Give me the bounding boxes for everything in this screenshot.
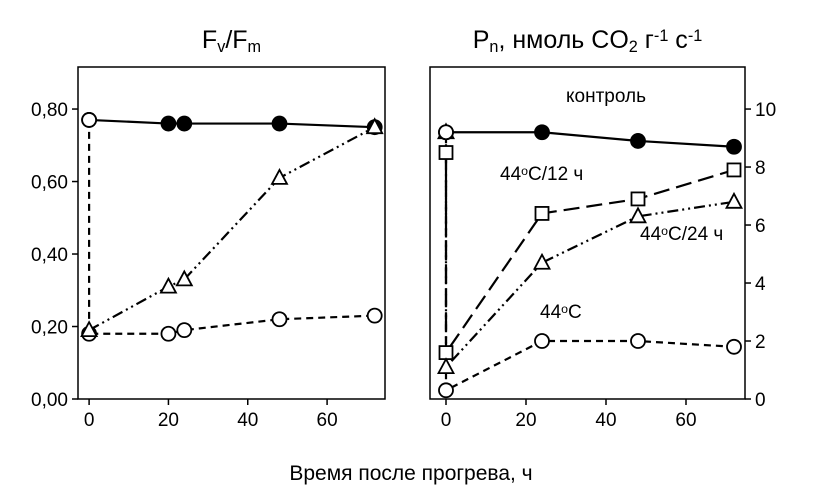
y-tick-label: 0,20 <box>31 318 68 339</box>
plot-frame <box>77 66 386 400</box>
marker <box>271 115 288 132</box>
text-part: C/24 ч <box>668 224 723 245</box>
x-tick-label: 60 <box>317 410 338 431</box>
marker <box>534 124 550 141</box>
series-line <box>88 119 375 335</box>
text-part: v <box>217 38 226 56</box>
y-tick-label: 0,80 <box>31 100 68 121</box>
text-part: -1 <box>654 27 668 45</box>
series-line <box>88 126 376 332</box>
text-part: m <box>248 38 262 56</box>
y-tick-label: 0,00 <box>31 390 68 411</box>
y-tick-label: 4 <box>755 274 766 295</box>
marker <box>534 333 550 349</box>
text-part: o <box>521 164 528 178</box>
marker <box>726 338 742 355</box>
marker <box>80 320 99 338</box>
y-tick-label: 0,40 <box>31 245 68 266</box>
text-part: /F <box>225 26 247 54</box>
marker <box>436 357 456 375</box>
x-tick-label: 0 <box>84 410 95 431</box>
marker <box>630 191 646 207</box>
text-part: C/12 ч <box>528 164 583 185</box>
annotation: 44oC/24 ч <box>640 224 723 245</box>
text-part: o <box>661 224 668 238</box>
marker <box>438 345 454 361</box>
text-part: контроль <box>566 86 646 107</box>
x-tick-label: 40 <box>237 410 258 431</box>
x-tick-label: 20 <box>158 410 179 431</box>
marker <box>176 322 193 339</box>
series-line <box>89 118 375 129</box>
marker <box>160 115 177 132</box>
marker <box>271 311 288 328</box>
x-tick-label: 60 <box>675 410 696 431</box>
marker <box>438 124 454 141</box>
marker <box>630 333 646 349</box>
marker <box>534 206 550 221</box>
marker <box>726 138 742 155</box>
text-part: , нмоль CO <box>498 26 628 54</box>
marker <box>160 325 177 342</box>
marker <box>365 117 384 135</box>
series-line <box>444 132 735 370</box>
marker <box>81 112 98 128</box>
annotation: 44oC/12 ч <box>500 164 583 185</box>
text-part: o <box>561 302 568 316</box>
chart-title: Fv/Fm <box>202 26 261 56</box>
marker <box>630 133 646 149</box>
series-line <box>444 132 735 393</box>
marker <box>438 145 454 160</box>
x-tick-label: 0 <box>441 410 452 431</box>
marker <box>159 276 178 294</box>
series-line <box>446 131 735 148</box>
y-tick-label: 10 <box>755 100 776 121</box>
annotation: контроль <box>566 86 646 107</box>
x-axis-label: Время после прогрева, ч <box>289 462 532 485</box>
y-tick-label: 2 <box>755 332 766 353</box>
marker <box>366 307 383 324</box>
y-tick-label: 0,60 <box>31 173 68 194</box>
plot-frame <box>429 66 746 400</box>
text-part: г <box>638 26 654 54</box>
y-tick-label: 6 <box>755 216 766 237</box>
marker <box>176 115 193 132</box>
y-tick-label: 8 <box>755 158 766 179</box>
text-part: 44 <box>540 302 562 323</box>
text-part: 44 <box>500 164 522 185</box>
marker <box>175 269 194 287</box>
text-part: с <box>668 26 687 54</box>
text-part: C <box>568 302 582 323</box>
marker <box>438 382 454 399</box>
x-tick-label: 40 <box>595 410 616 431</box>
series-line <box>444 152 735 357</box>
marker <box>628 206 648 224</box>
text-part: 2 <box>629 38 638 56</box>
x-tick-label: 20 <box>515 410 536 431</box>
annotation: 44oC <box>540 302 582 323</box>
text-part: n <box>489 38 498 56</box>
y-tick-label: 0 <box>755 390 766 411</box>
text-part: F <box>202 26 217 54</box>
text-part: 44 <box>640 224 662 245</box>
text-part: P <box>473 26 490 54</box>
marker <box>270 168 289 185</box>
marker <box>724 191 744 209</box>
marker <box>726 162 742 178</box>
text-part: -1 <box>688 27 702 45</box>
marker <box>532 252 552 270</box>
chart-title: Pn, нмоль CO2 г-1 с-1 <box>473 26 703 56</box>
